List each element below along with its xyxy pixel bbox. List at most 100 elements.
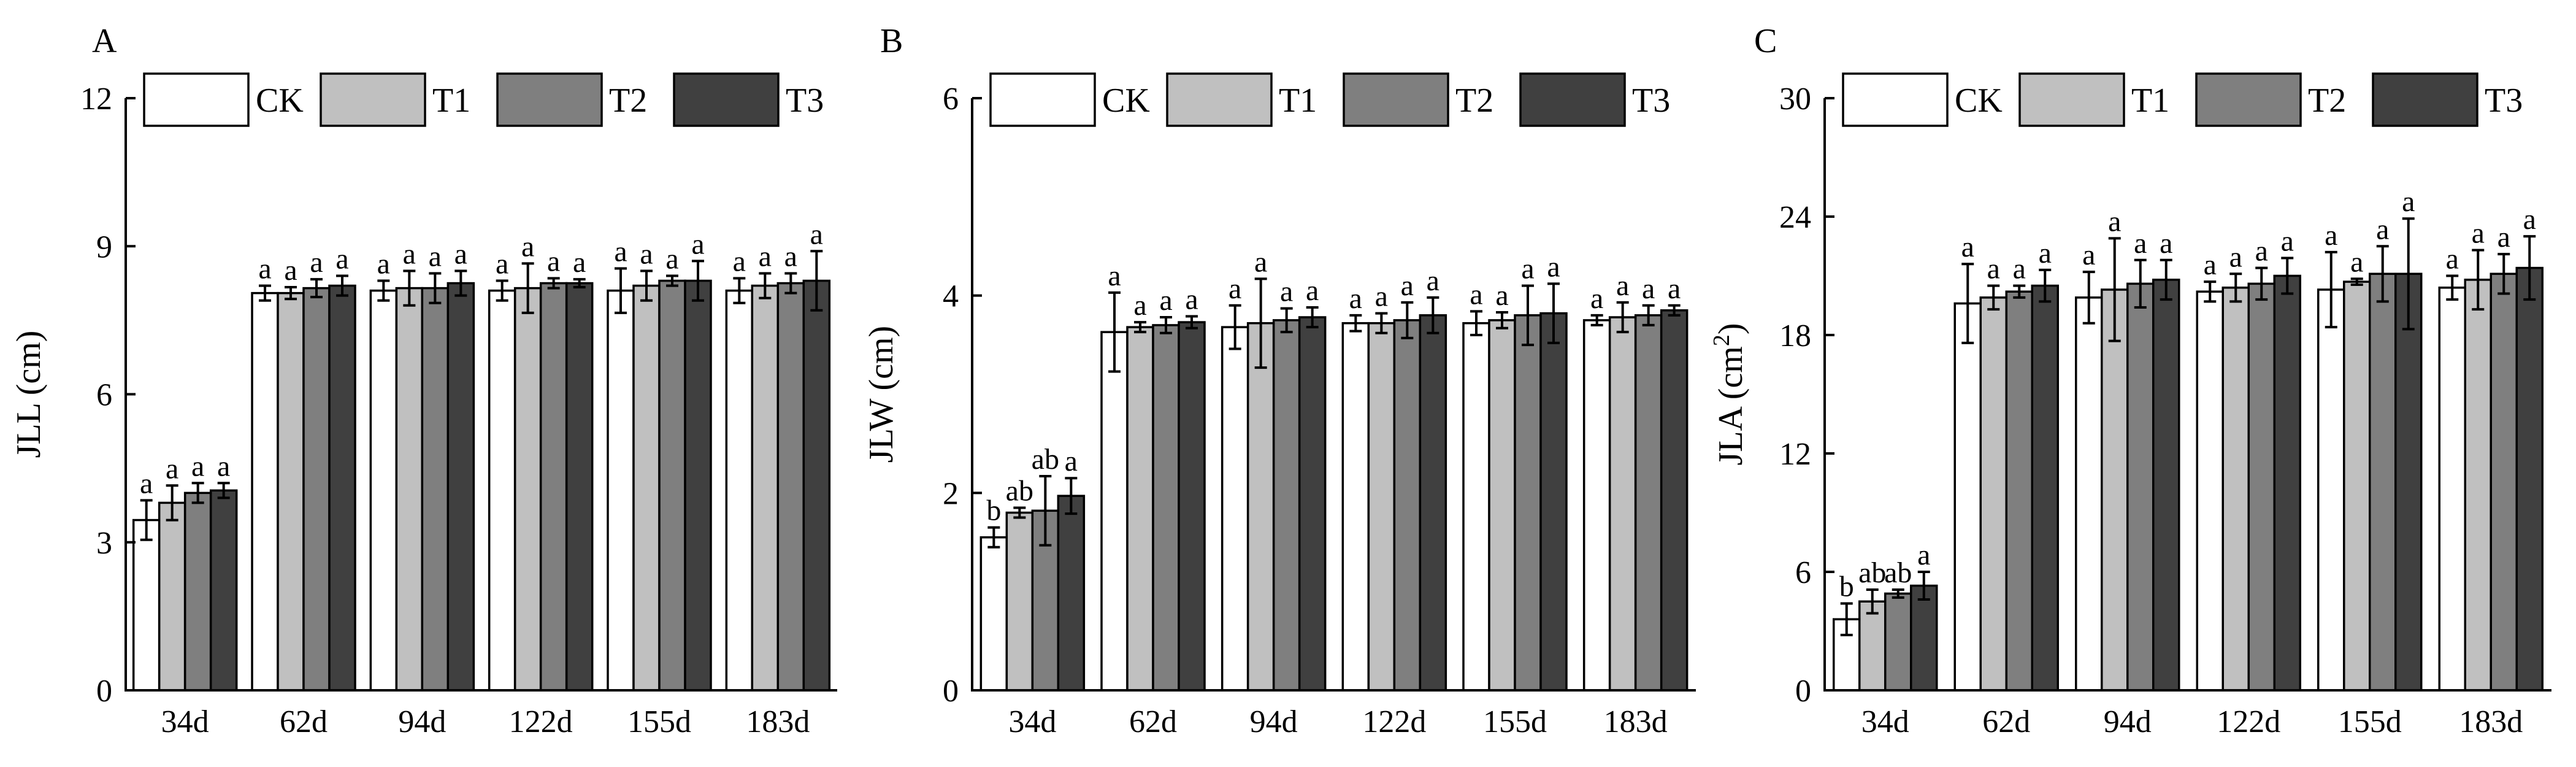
legend-label-t3: T3: [1632, 82, 1670, 120]
bar-ck-122d: [488, 289, 516, 692]
error-bar: [1306, 306, 1319, 329]
error-bar: [1254, 277, 1267, 369]
error-bar: [1892, 588, 1904, 599]
significance-label: a: [496, 248, 508, 280]
bar-ck-183d: [1582, 319, 1611, 692]
bar-t3-183d: [2515, 266, 2543, 692]
y-axis-label: JLW (cm): [862, 326, 900, 463]
significance-label: a: [140, 467, 153, 499]
y-tick-label: 24: [1779, 200, 1811, 235]
error-bar: [1961, 263, 1974, 344]
error-bar: [547, 277, 560, 290]
x-tick-label: 34d: [161, 704, 209, 739]
error-bar: [2108, 237, 2121, 342]
legend-label-t2: T2: [609, 82, 647, 120]
error-bar: [784, 272, 797, 295]
legend-swatch-t1: [2018, 72, 2125, 127]
legend-swatch-ck: [143, 72, 250, 127]
bar-t1-155d: [1488, 319, 1516, 692]
legend: CK T1 T2 T3: [143, 72, 824, 127]
error-bar: [2281, 256, 2294, 295]
legend-swatch-ck: [1842, 72, 1949, 127]
error-bar: [166, 484, 178, 522]
bar-t2-183d: [1634, 314, 1663, 692]
significance-label: a: [1470, 278, 1482, 310]
x-tick-label: 183d: [746, 704, 810, 739]
y-tick-label: 0: [943, 674, 959, 709]
legend-swatch-t2: [1343, 72, 1449, 127]
legend-label-t1: T1: [2131, 82, 2169, 120]
bar-t2-122d: [2247, 282, 2275, 692]
error-bar: [2204, 280, 2217, 303]
bar-t1-122d: [2221, 287, 2250, 692]
significance-label: a: [665, 243, 678, 276]
significance-label: a: [1987, 253, 2000, 285]
error-bar: [1108, 291, 1121, 373]
significance-label: a: [191, 450, 204, 482]
y-tick-label: 4: [943, 279, 959, 314]
significance-label: a: [1108, 260, 1121, 292]
bar-t1-183d: [2464, 279, 2492, 692]
y-tick-label: 12: [80, 82, 112, 117]
error-bar: [1987, 284, 2000, 311]
bar-t3-155d: [1539, 312, 1568, 692]
error-bar: [217, 482, 230, 499]
error-bar: [191, 482, 204, 504]
bar-t3-183d: [802, 279, 831, 692]
bar-t1-34d: [158, 501, 186, 692]
error-bar: [1917, 571, 1930, 601]
legend-label-t2: T2: [1455, 82, 1493, 120]
error-bar: [1186, 315, 1198, 330]
x-tick-label: 62d: [1129, 704, 1177, 739]
panel-letter: C: [1754, 22, 1777, 60]
error-bar: [2160, 258, 2172, 301]
y-axis-label: JLL (cm): [10, 331, 48, 458]
significance-label: ab: [1884, 557, 1912, 589]
bar-t1-155d: [2343, 280, 2371, 692]
error-bar: [454, 269, 467, 297]
error-bar: [2523, 235, 2536, 301]
significance-label: a: [310, 246, 323, 279]
significance-label: a: [614, 235, 627, 268]
error-bar: [2472, 249, 2485, 311]
error-bar: [810, 250, 823, 312]
error-bar: [2013, 284, 2026, 299]
bar-t3-94d: [2152, 279, 2180, 692]
y-tick-label: 12: [1779, 437, 1811, 472]
bar-t2-183d: [2490, 272, 2518, 692]
bar-ck-155d: [607, 289, 635, 692]
error-bar: [2376, 245, 2389, 303]
bar-ck-122d: [2196, 290, 2224, 692]
bar-t2-94d: [1272, 319, 1301, 692]
x-tick-label: 183d: [1604, 704, 1668, 739]
significance-label: a: [1427, 264, 1439, 297]
bar-ck-94d: [369, 289, 398, 692]
significance-label: a: [640, 237, 653, 270]
x-tick-label: 122d: [509, 704, 573, 739]
error-bar: [1522, 284, 1534, 347]
error-bar: [692, 260, 704, 302]
error-bar: [640, 269, 653, 302]
bar-t1-155d: [632, 284, 661, 692]
bar-t2-155d: [658, 279, 686, 692]
error-bar: [1065, 477, 1078, 515]
significance-label: a: [2402, 185, 2415, 218]
significance-label: a: [1375, 280, 1388, 313]
bar-t3-155d: [684, 279, 712, 692]
bar-t3-94d: [1298, 316, 1327, 692]
bar-t3-62d: [1178, 321, 1206, 692]
significance-label: a: [2082, 239, 2095, 271]
error-bar: [1134, 321, 1146, 334]
significance-label: ab: [1032, 443, 1059, 476]
error-bar: [759, 272, 772, 299]
bar-ck-155d: [1462, 322, 1490, 692]
error-bar: [403, 269, 416, 307]
significance-label: a: [1280, 276, 1293, 308]
y-tick-label: 3: [96, 526, 112, 561]
x-tick-label: 94d: [2104, 704, 2152, 739]
y-tick-label: 0: [96, 674, 112, 709]
bar-t3-34d: [1910, 584, 1938, 692]
bar-t2-62d: [1152, 324, 1180, 692]
